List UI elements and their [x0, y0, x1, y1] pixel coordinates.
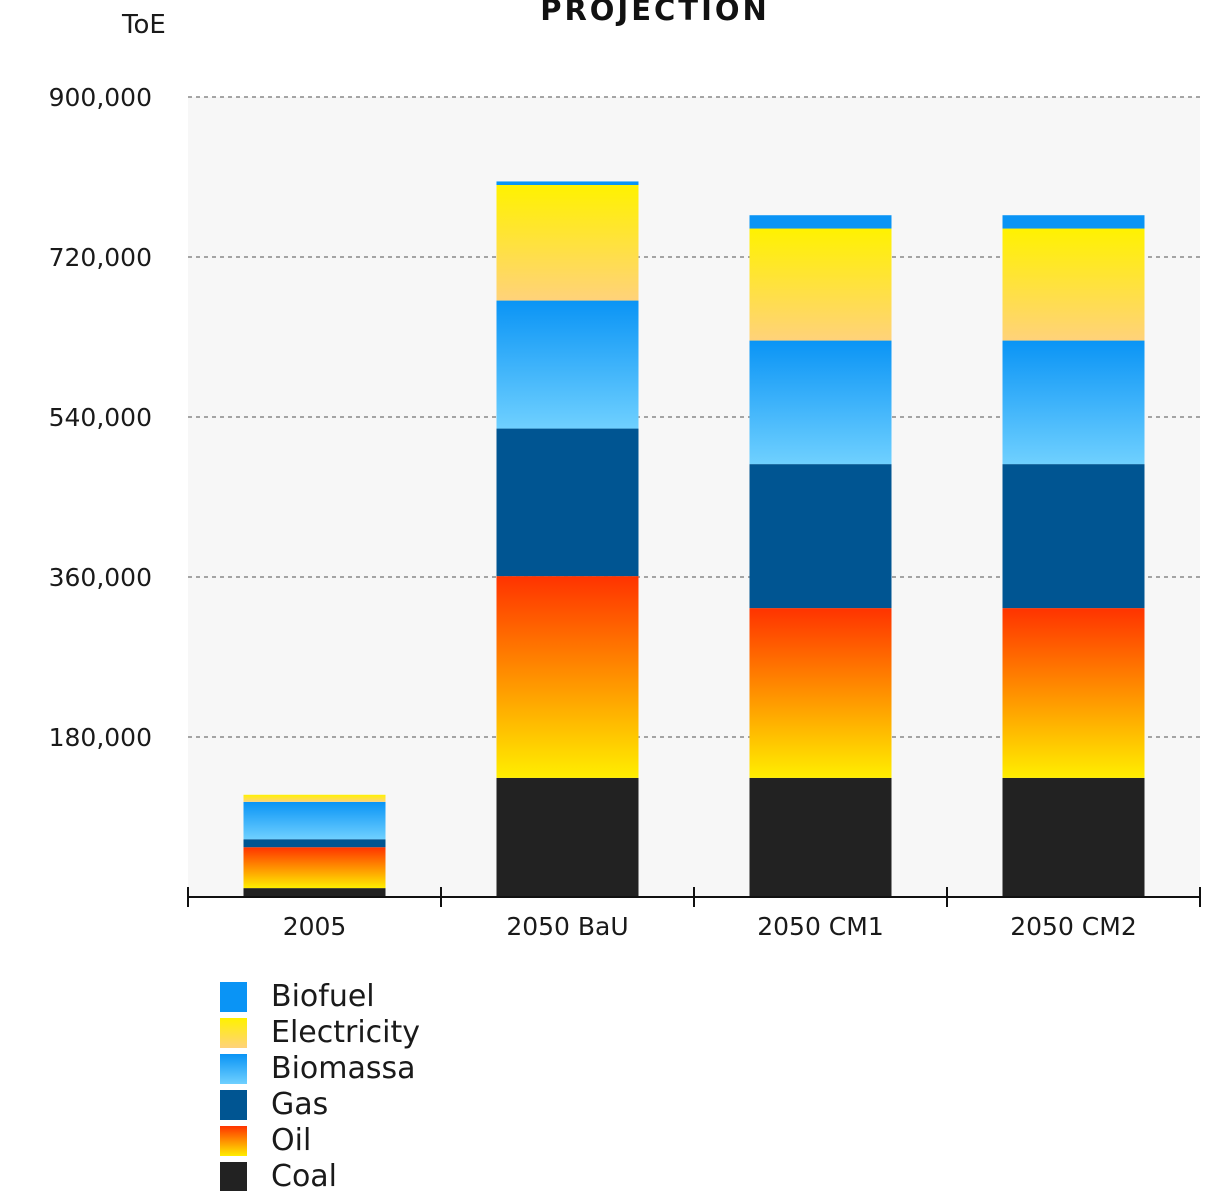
- x-tick-label: 2050 CM1: [757, 912, 884, 941]
- legend-label: Biofuel: [271, 979, 375, 1014]
- legend-swatch: [220, 1126, 247, 1156]
- bar-stack-2050-cm2: [1002, 215, 1145, 897]
- legend-label: Gas: [271, 1087, 328, 1122]
- legend-item-coal: Coal: [220, 1159, 337, 1191]
- legend-swatch: [220, 1018, 247, 1048]
- bar-segment-coal: [749, 777, 892, 897]
- bar-stack-2050-cm1: [749, 215, 892, 897]
- bar-stack-2050-bau: [496, 181, 639, 897]
- bar-segment-gas: [496, 428, 639, 577]
- y-tick-label: 540,000: [49, 403, 152, 432]
- y-tick-label: 360,000: [49, 563, 152, 592]
- bar-segment-oil: [749, 608, 892, 778]
- chart-title: PROJECTION: [540, 0, 770, 27]
- x-tick-label: 2005: [283, 912, 347, 941]
- bar-segment-biofuel: [1002, 215, 1145, 229]
- bar-segment-gas: [1002, 464, 1145, 609]
- legend-label: Coal: [271, 1159, 337, 1191]
- x-tick-label: 2050 CM2: [1010, 912, 1137, 941]
- y-tick-labels: 180,000 360,000 540,000 720,000 900,000: [49, 83, 152, 752]
- bar-segment-biofuel: [749, 215, 892, 229]
- y-tick-label: 720,000: [49, 243, 152, 272]
- bar-segment-coal: [496, 777, 639, 897]
- legend-swatch: [220, 1054, 247, 1084]
- bar-segment-electricity: [749, 228, 892, 341]
- legend-swatch: [220, 1162, 247, 1191]
- legend-label: Biomassa: [271, 1051, 416, 1086]
- bar-segment-gas: [243, 839, 386, 848]
- bar-segment-biofuel: [496, 181, 639, 185]
- x-axis: [187, 887, 1201, 907]
- bar-segment-biomassa: [496, 300, 639, 429]
- legend-label: Oil: [271, 1123, 311, 1158]
- legend-item-electricity: Electricity: [220, 1015, 420, 1050]
- bar-segment-electricity: [1002, 228, 1145, 341]
- legend-item-gas: Gas: [220, 1087, 328, 1122]
- y-tick-label: 900,000: [49, 83, 152, 112]
- bar-stack-2005: [243, 794, 386, 897]
- bar-segment-electricity: [496, 185, 639, 301]
- bar-segment-electricity: [243, 794, 386, 802]
- x-tick-labels: 2005 2050 BaU 2050 CM1 2050 CM2: [283, 912, 1137, 941]
- y-tick-label: 180,000: [49, 723, 152, 752]
- bar-segment-coal: [1002, 777, 1145, 897]
- legend-item-biofuel: Biofuel: [220, 979, 375, 1014]
- legend-swatch: [220, 982, 247, 1012]
- bar-segment-oil: [496, 576, 639, 778]
- bars: [243, 181, 1145, 897]
- legend-item-oil: Oil: [220, 1123, 311, 1158]
- bar-segment-biomassa: [243, 801, 386, 840]
- bar-segment-gas: [749, 464, 892, 609]
- legend-swatch: [220, 1090, 247, 1120]
- y-axis-unit-label: ToE: [121, 10, 166, 40]
- legend-label: Electricity: [271, 1015, 420, 1050]
- legend-item-biomassa: Biomassa: [220, 1051, 416, 1086]
- bar-segment-oil: [243, 847, 386, 889]
- bar-segment-oil: [1002, 608, 1145, 778]
- bar-segment-coal: [243, 888, 386, 897]
- x-tick-label: 2050 BaU: [506, 912, 628, 941]
- bar-segment-biomassa: [749, 340, 892, 465]
- bar-segment-biomassa: [1002, 340, 1145, 465]
